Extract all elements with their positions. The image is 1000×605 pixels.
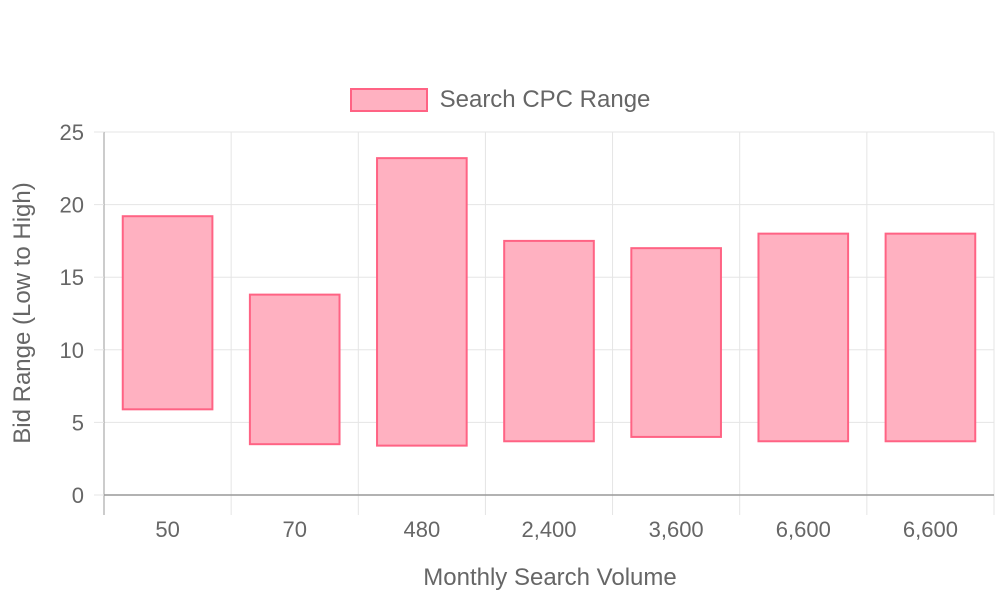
x-tick-label: 6,600 (776, 517, 831, 542)
y-tick-label: 10 (60, 338, 84, 363)
x-axis-title: Monthly Search Volume (423, 564, 676, 591)
x-tick-label: 2,400 (521, 517, 576, 542)
y-tick-label: 0 (72, 483, 84, 508)
x-tick-label: 50 (155, 517, 179, 542)
axes: 0 5 10 15 20 25 50 70 480 2,400 3,600 6,600 6,600 (60, 120, 994, 542)
y-tick-label: 5 (72, 410, 84, 435)
bar[interactable] (630, 247, 722, 438)
y-tick-label: 15 (60, 265, 84, 290)
bars (121, 157, 977, 447)
bar[interactable] (121, 215, 214, 411)
bar[interactable] (757, 232, 850, 443)
y-tick-label: 25 (60, 120, 84, 145)
y-axis-title: Bid Range (Low to High) (9, 182, 36, 443)
x-tick-label: 480 (403, 517, 440, 542)
x-tick-label: 3,600 (649, 517, 704, 542)
legend[interactable]: Search CPC Range (0, 86, 1000, 114)
x-tick-label: 70 (282, 517, 306, 542)
bar[interactable] (884, 232, 977, 443)
y-tick-label: 20 (60, 193, 84, 218)
legend-swatch (349, 88, 428, 112)
bar[interactable] (248, 293, 341, 446)
x-tick-label: 6,600 (903, 517, 958, 542)
bar[interactable] (503, 239, 595, 443)
legend-label: Search CPC Range (439, 86, 651, 113)
bar[interactable] (376, 157, 468, 447)
